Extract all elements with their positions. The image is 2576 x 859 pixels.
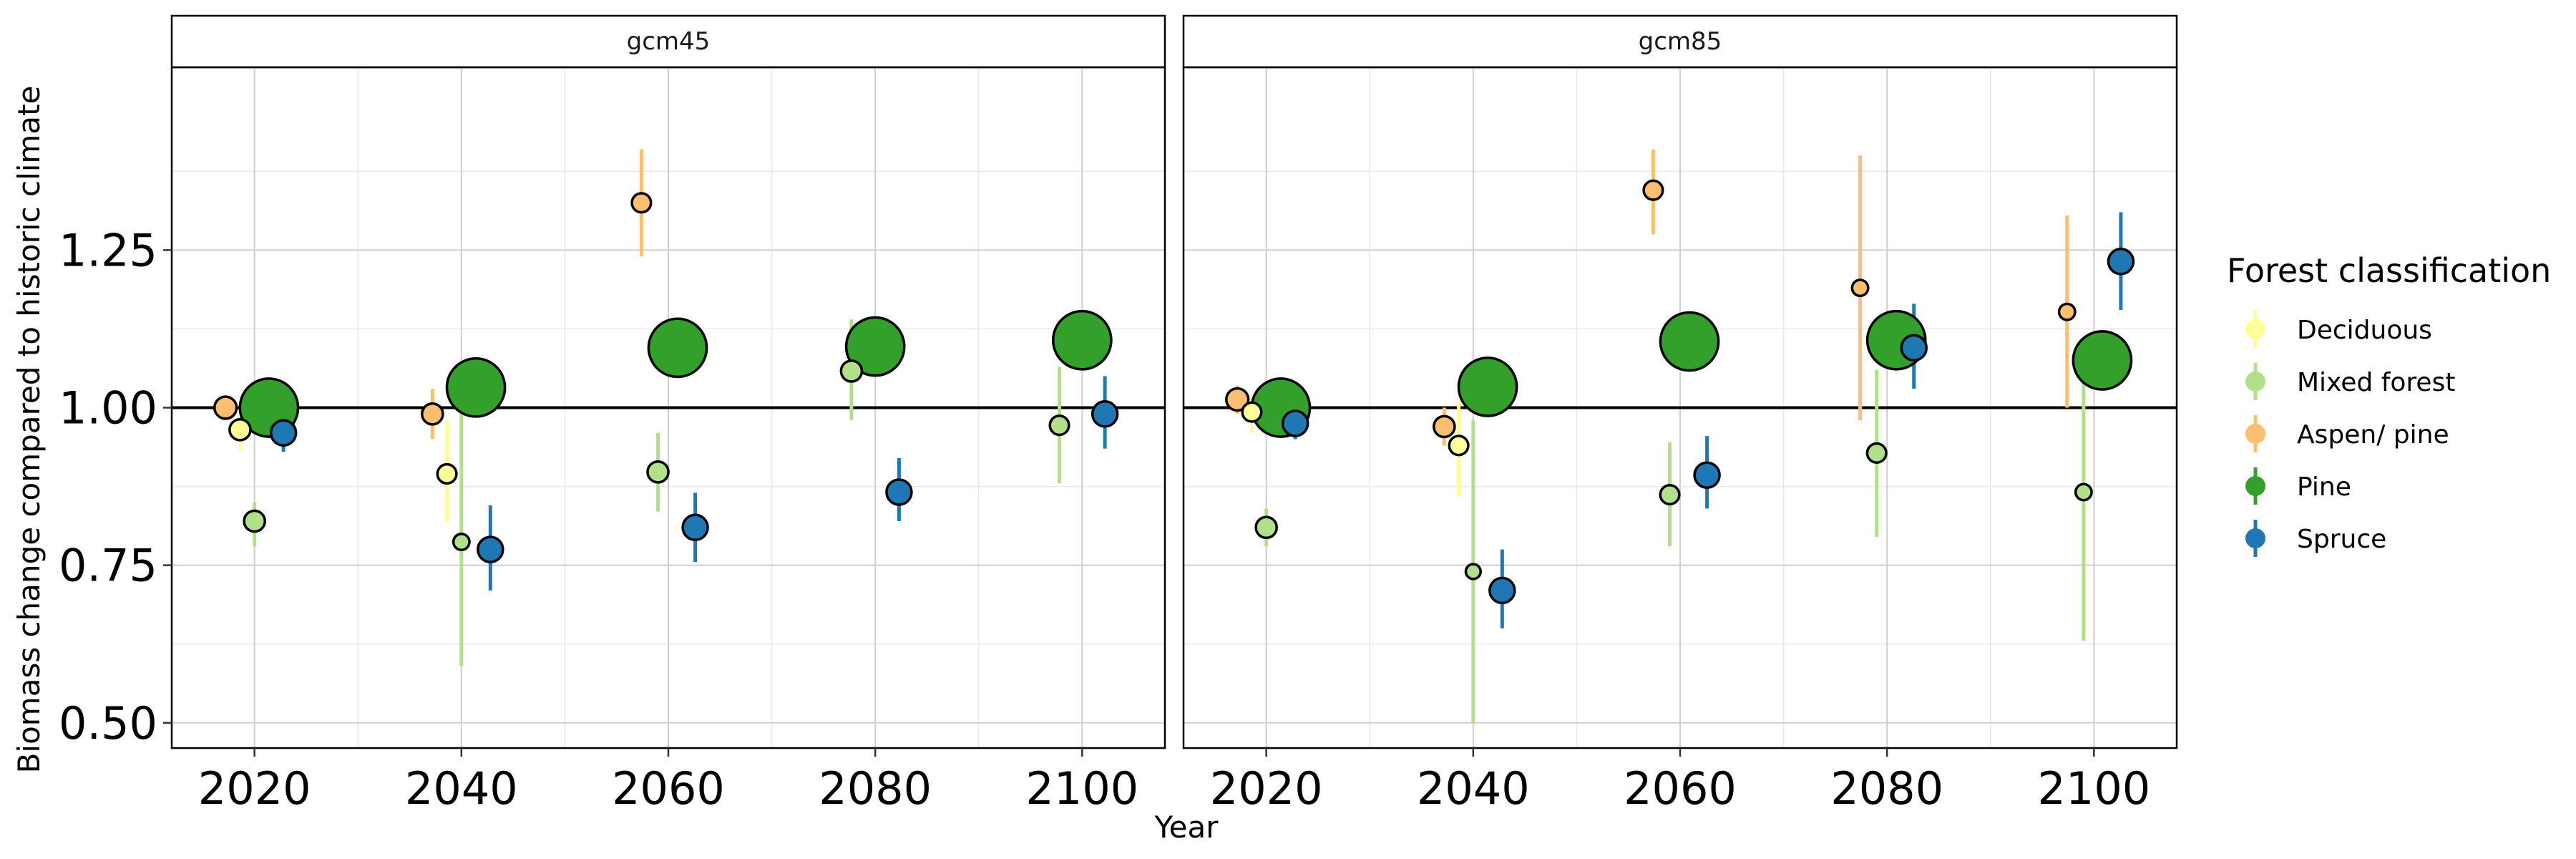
data-point bbox=[1642, 179, 1664, 201]
legend-key-dot bbox=[2245, 424, 2265, 444]
data-point bbox=[228, 418, 252, 442]
data-point bbox=[2072, 330, 2133, 391]
data-point bbox=[630, 192, 653, 214]
y-tick-label: 1.00 bbox=[59, 382, 157, 435]
data-point bbox=[844, 316, 906, 377]
panels-layer: gcm45 gcm85 bbox=[170, 14, 2178, 749]
panel-title: gcm85 bbox=[1639, 27, 1722, 56]
data-point bbox=[1488, 576, 1516, 605]
y-tick-label: 0.75 bbox=[59, 540, 157, 592]
data-point bbox=[885, 478, 913, 506]
data-point bbox=[213, 395, 238, 420]
data-point bbox=[1254, 515, 1278, 540]
legend-item: Spruce bbox=[2245, 520, 2386, 557]
data-point bbox=[269, 419, 298, 447]
legend-label: Deciduous bbox=[2297, 316, 2432, 345]
y-tick-label: 0.50 bbox=[59, 697, 157, 749]
panel-strip bbox=[1182, 14, 2178, 69]
data-point bbox=[1048, 414, 1070, 437]
data-point bbox=[1659, 311, 1720, 372]
data-point bbox=[2074, 482, 2093, 502]
legend-label: Aspen/ pine bbox=[2297, 420, 2449, 450]
x-tick-label: 2020 bbox=[1210, 762, 1323, 815]
y-tick-label: 1.25 bbox=[59, 224, 157, 276]
data-point bbox=[2107, 247, 2135, 276]
x-tick-label: 2080 bbox=[1830, 762, 1943, 815]
panel-strip bbox=[170, 14, 1166, 69]
legend-key-dot bbox=[2245, 476, 2265, 496]
legend-item: Deciduous bbox=[2245, 311, 2432, 348]
data-point bbox=[1900, 334, 1928, 362]
legend-key-dot bbox=[2245, 319, 2265, 339]
data-point bbox=[243, 509, 266, 533]
legend-key-dot bbox=[2245, 528, 2265, 548]
legend-key-dot bbox=[2245, 372, 2265, 392]
data-point bbox=[647, 317, 708, 379]
data-point bbox=[1659, 483, 1681, 506]
legend: Forest classification Deciduous Mixed for… bbox=[2227, 251, 2551, 557]
x-tick-label: 2060 bbox=[1624, 762, 1737, 815]
data-point bbox=[1091, 400, 1119, 428]
x-tick-label: 2040 bbox=[405, 762, 518, 815]
x-tick-label: 2100 bbox=[1025, 762, 1138, 815]
data-point bbox=[436, 462, 458, 485]
legend-item: Mixed forest bbox=[2245, 363, 2455, 400]
data-point bbox=[452, 533, 471, 552]
legend-item: Aspen/ pine bbox=[2245, 415, 2449, 452]
legend-title: Forest classification bbox=[2227, 251, 2551, 290]
data-point bbox=[421, 402, 444, 426]
data-point bbox=[1241, 401, 1263, 423]
data-point bbox=[1225, 387, 1250, 412]
x-tick-label: 2040 bbox=[1417, 762, 1530, 815]
data-point bbox=[839, 359, 864, 383]
panel-gcm45: gcm45 bbox=[170, 14, 1166, 749]
legend-label: Pine bbox=[2297, 472, 2351, 502]
axes-layer: 2020 2040 2060 2080 2100 2020 2040 2060 2080 2100… bbox=[59, 224, 2150, 815]
x-tick-label: 2020 bbox=[198, 762, 311, 815]
data-point bbox=[477, 535, 504, 563]
data-point bbox=[2057, 302, 2077, 321]
panel-title: gcm45 bbox=[627, 27, 711, 56]
x-tick-label: 2060 bbox=[612, 762, 725, 815]
x-axis-title: Year bbox=[1154, 810, 1219, 845]
data-point bbox=[1865, 442, 1888, 464]
x-tick-label: 2100 bbox=[2037, 762, 2150, 815]
data-point bbox=[1433, 414, 1456, 439]
data-point bbox=[646, 460, 670, 484]
data-point bbox=[1448, 435, 1470, 457]
panel-gcm85: gcm85 bbox=[1182, 14, 2178, 749]
data-point bbox=[445, 356, 507, 418]
x-tick-label: 2080 bbox=[819, 762, 932, 815]
data-point bbox=[1693, 461, 1721, 489]
data-point bbox=[1051, 309, 1113, 371]
legend-item: Pine bbox=[2245, 467, 2351, 505]
legend-label: Mixed forest bbox=[2297, 368, 2455, 397]
data-point bbox=[1457, 356, 1518, 417]
data-point bbox=[1281, 409, 1309, 437]
y-axis-title: Biomass change compared to historic clim… bbox=[11, 86, 47, 774]
data-point bbox=[1850, 278, 1870, 298]
data-point bbox=[1464, 563, 1482, 581]
legend-label: Spruce bbox=[2297, 525, 2386, 554]
data-point bbox=[681, 513, 709, 542]
